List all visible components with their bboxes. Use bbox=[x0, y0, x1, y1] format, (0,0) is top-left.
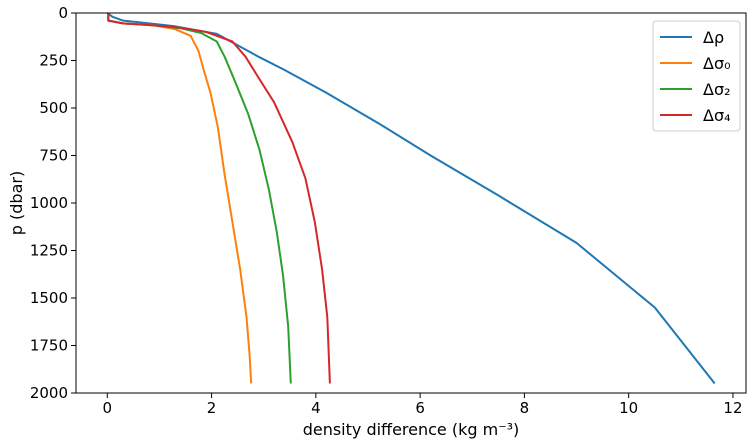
legend-label-2: Δσ₂ bbox=[703, 80, 731, 99]
y-tick-label: 0 bbox=[58, 4, 68, 22]
y-tick-label: 750 bbox=[39, 147, 68, 165]
y-tick-label: 1500 bbox=[30, 289, 68, 307]
y-tick-label: 500 bbox=[39, 99, 68, 117]
x-tick-label: 10 bbox=[619, 399, 638, 417]
x-tick-label: 0 bbox=[103, 399, 113, 417]
legend: Δρ Δσ₀ Δσ₂ Δσ₄ bbox=[652, 20, 741, 132]
y-axis: 0 250 500 750 1000 1250 1500 1750 2000 bbox=[30, 4, 76, 402]
series-line-2 bbox=[107, 13, 292, 384]
series-line-0 bbox=[106, 12, 716, 385]
x-tick-label: 4 bbox=[311, 399, 321, 417]
x-tick-label: 6 bbox=[415, 399, 425, 417]
y-tick-label: 250 bbox=[39, 52, 68, 70]
y-axis-label: p (dbar) bbox=[7, 171, 26, 235]
legend-box bbox=[652, 20, 741, 132]
legend-label-1: Δσ₀ bbox=[703, 54, 731, 73]
plot-lines bbox=[106, 12, 716, 385]
series-line-3 bbox=[107, 13, 331, 384]
y-tick-label: 1250 bbox=[30, 242, 68, 260]
x-tick-label: 12 bbox=[723, 399, 742, 417]
y-tick-label: 1000 bbox=[30, 194, 68, 212]
x-axis: 0 2 4 6 8 10 12 bbox=[103, 393, 743, 417]
y-tick-label: 2000 bbox=[30, 384, 68, 402]
legend-label-0: Δρ bbox=[703, 28, 724, 47]
x-tick-label: 2 bbox=[207, 399, 217, 417]
y-tick-label: 1750 bbox=[30, 337, 68, 355]
legend-label-3: Δσ₄ bbox=[703, 106, 731, 125]
x-axis-label: density difference (kg m⁻³) bbox=[303, 420, 520, 439]
plot-frame bbox=[75, 12, 747, 394]
x-tick-label: 8 bbox=[520, 399, 530, 417]
